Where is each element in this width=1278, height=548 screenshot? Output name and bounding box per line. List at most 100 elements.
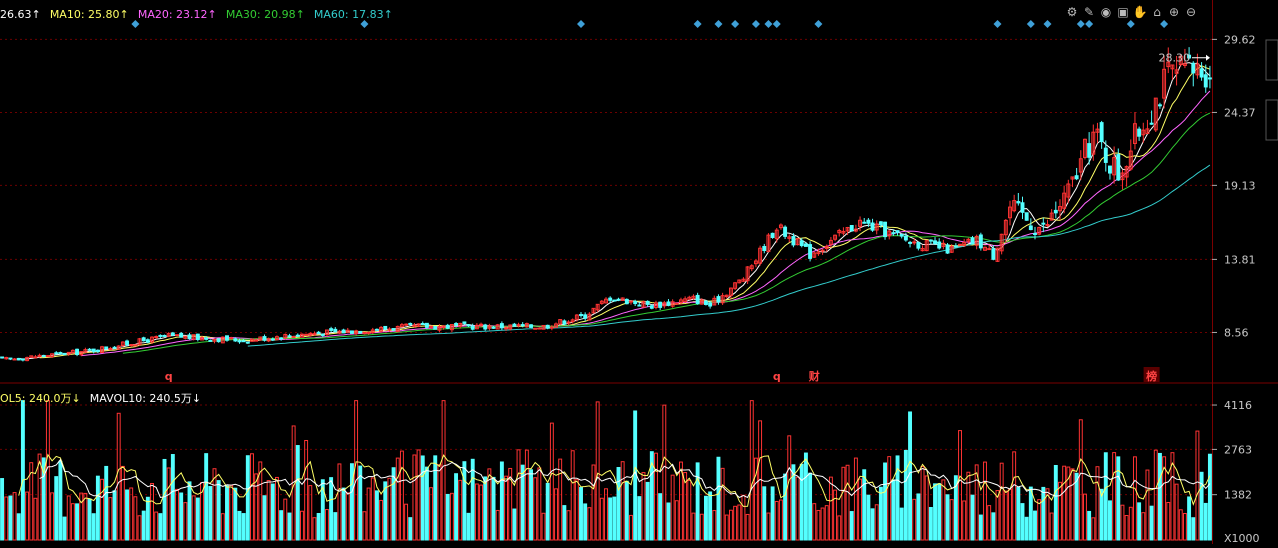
candle-body — [91, 348, 96, 352]
volume-bar — [741, 494, 746, 541]
volume-bar — [604, 488, 608, 541]
volume-bar — [250, 453, 254, 541]
volume-bar — [433, 455, 438, 541]
volume-bar — [1037, 499, 1042, 541]
candle-body — [837, 230, 842, 234]
volume-bar — [1116, 456, 1121, 541]
candle-body — [125, 340, 129, 346]
volume-bar — [4, 496, 9, 541]
candle-body — [466, 324, 471, 327]
candle-body — [699, 299, 704, 305]
candle-body — [808, 244, 813, 259]
volume-bar — [29, 462, 34, 541]
candle-body — [412, 324, 417, 327]
eye-icon[interactable]: ◉ — [1100, 5, 1112, 19]
volume-bar — [54, 476, 59, 541]
volume-bar — [724, 514, 729, 541]
candle-body — [449, 324, 454, 331]
candle-body — [629, 300, 633, 303]
legend-mavol10: MAVOL10: 240.5万↓ — [89, 392, 202, 405]
candle-body — [687, 296, 692, 300]
candle-body — [999, 233, 1004, 252]
candle-body — [533, 327, 538, 330]
pen-icon[interactable]: ✎ — [1083, 5, 1095, 19]
lock-icon[interactable]: ⌂ — [1153, 5, 1161, 19]
volume-bar — [666, 502, 671, 541]
candle-body — [108, 347, 113, 351]
candle-body — [62, 352, 67, 356]
candle-body — [1087, 143, 1092, 158]
event-diamond — [1043, 20, 1052, 28]
candle-body — [862, 221, 867, 224]
volume-bar — [616, 467, 621, 541]
candle-body — [270, 338, 275, 341]
volume-bar — [50, 492, 55, 541]
volume-bar — [733, 505, 738, 541]
volume-bar — [708, 491, 713, 541]
volume-bar — [1070, 468, 1075, 541]
candle-body — [358, 330, 363, 334]
volume-bar — [803, 452, 808, 541]
volume-bar — [1153, 449, 1158, 541]
volume-bar — [212, 468, 217, 541]
volume-bar — [637, 496, 642, 541]
volume-bar — [12, 492, 17, 541]
volume-bar — [91, 513, 96, 541]
volume-bar — [320, 479, 325, 541]
volume-bar — [720, 467, 725, 541]
candle-body — [1149, 122, 1154, 125]
volume-bar — [116, 412, 121, 541]
volume-bar — [1016, 486, 1021, 541]
candle-body — [570, 319, 575, 323]
candle-body — [404, 323, 409, 326]
volume-bar — [462, 461, 467, 541]
volume-bar — [1062, 465, 1067, 541]
event-diamond — [764, 20, 773, 28]
volume-bar — [983, 461, 987, 541]
candle-body — [824, 245, 829, 250]
candle-body — [1003, 219, 1008, 236]
volume-tick-label: 1382 — [1224, 489, 1252, 502]
volume-bar — [1020, 503, 1025, 541]
candle-body — [1120, 172, 1125, 181]
volume-bar — [895, 455, 900, 541]
candle-body — [962, 241, 967, 247]
candle-body — [183, 335, 188, 339]
candle-body — [1074, 175, 1079, 180]
zoom-in-icon[interactable]: ⊕ — [1168, 5, 1180, 19]
zoom-out-icon[interactable]: ⊖ — [1185, 5, 1197, 19]
candle-body — [579, 314, 583, 317]
candle-body — [658, 301, 663, 308]
volume-bar — [645, 481, 650, 541]
volume-bar — [849, 511, 854, 541]
settings-icon[interactable]: ⚙ — [1066, 5, 1078, 19]
candle-body — [908, 241, 912, 244]
volume-bar — [687, 480, 692, 541]
candle-body — [728, 287, 733, 296]
event-diamond — [993, 20, 1002, 28]
candle-body — [895, 230, 900, 234]
volume-bar — [1053, 464, 1058, 541]
volume-bar — [399, 450, 404, 541]
candle-body — [150, 336, 154, 343]
volume-bar — [1174, 483, 1179, 541]
volume-bar — [337, 463, 342, 541]
candle-body — [724, 294, 729, 298]
hand-icon[interactable]: ✋ — [1132, 5, 1148, 19]
candle-body — [233, 338, 238, 342]
volume-bar — [887, 456, 892, 541]
candle-body — [312, 333, 317, 336]
candle-body — [300, 333, 304, 338]
box-icon[interactable]: ▣ — [1117, 5, 1129, 19]
volume-bar — [191, 495, 196, 541]
candle-body — [541, 324, 546, 330]
volume-bar — [287, 512, 292, 541]
candle-body — [1166, 61, 1171, 68]
candle-body — [1162, 68, 1167, 99]
candle-body — [558, 319, 563, 325]
volume-bar — [774, 500, 779, 541]
candle-body — [362, 331, 367, 335]
candle-body — [583, 314, 588, 319]
